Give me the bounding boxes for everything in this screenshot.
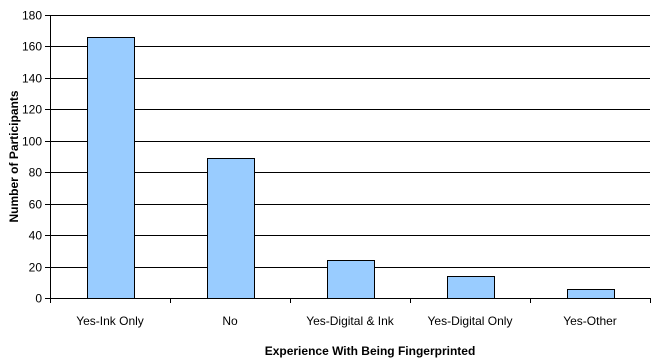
bar bbox=[447, 276, 495, 299]
y-tick-label: 120 bbox=[22, 103, 42, 117]
y-tick-labels: 0 20 40 60 80 100 120 140 160 180 bbox=[22, 9, 42, 306]
bar bbox=[327, 260, 375, 299]
y-tick-label: 140 bbox=[22, 72, 42, 86]
y-axis-title: Number of Participants bbox=[7, 90, 21, 222]
axes bbox=[50, 15, 650, 299]
y-tick-label: 20 bbox=[29, 261, 43, 275]
x-tick-label: Yes-Digital & Ink bbox=[306, 314, 395, 328]
y-tick-label: 160 bbox=[22, 40, 42, 54]
y-tick-label: 100 bbox=[22, 135, 42, 149]
y-tick-label: 80 bbox=[29, 166, 43, 180]
y-tick-label: 0 bbox=[35, 292, 42, 306]
x-tick-label: Yes-Digital Only bbox=[428, 314, 513, 328]
gridlines bbox=[45, 15, 650, 299]
bar bbox=[567, 289, 615, 299]
y-tick-label: 180 bbox=[22, 9, 42, 23]
y-tick-label: 40 bbox=[29, 229, 43, 243]
x-tick-label: Yes-Ink Only bbox=[76, 314, 144, 328]
x-tick-label: Yes-Other bbox=[563, 314, 617, 328]
y-tick-label: 60 bbox=[29, 198, 43, 212]
bars bbox=[87, 37, 615, 299]
x-axis-title: Experience With Being Fingerprinted bbox=[265, 344, 476, 358]
bar bbox=[87, 37, 135, 299]
x-tick-labels: Yes-Ink Only No Yes-Digital & Ink Yes-Digit… bbox=[50, 298, 651, 328]
x-tick-label: No bbox=[222, 314, 238, 328]
bar bbox=[207, 158, 255, 299]
